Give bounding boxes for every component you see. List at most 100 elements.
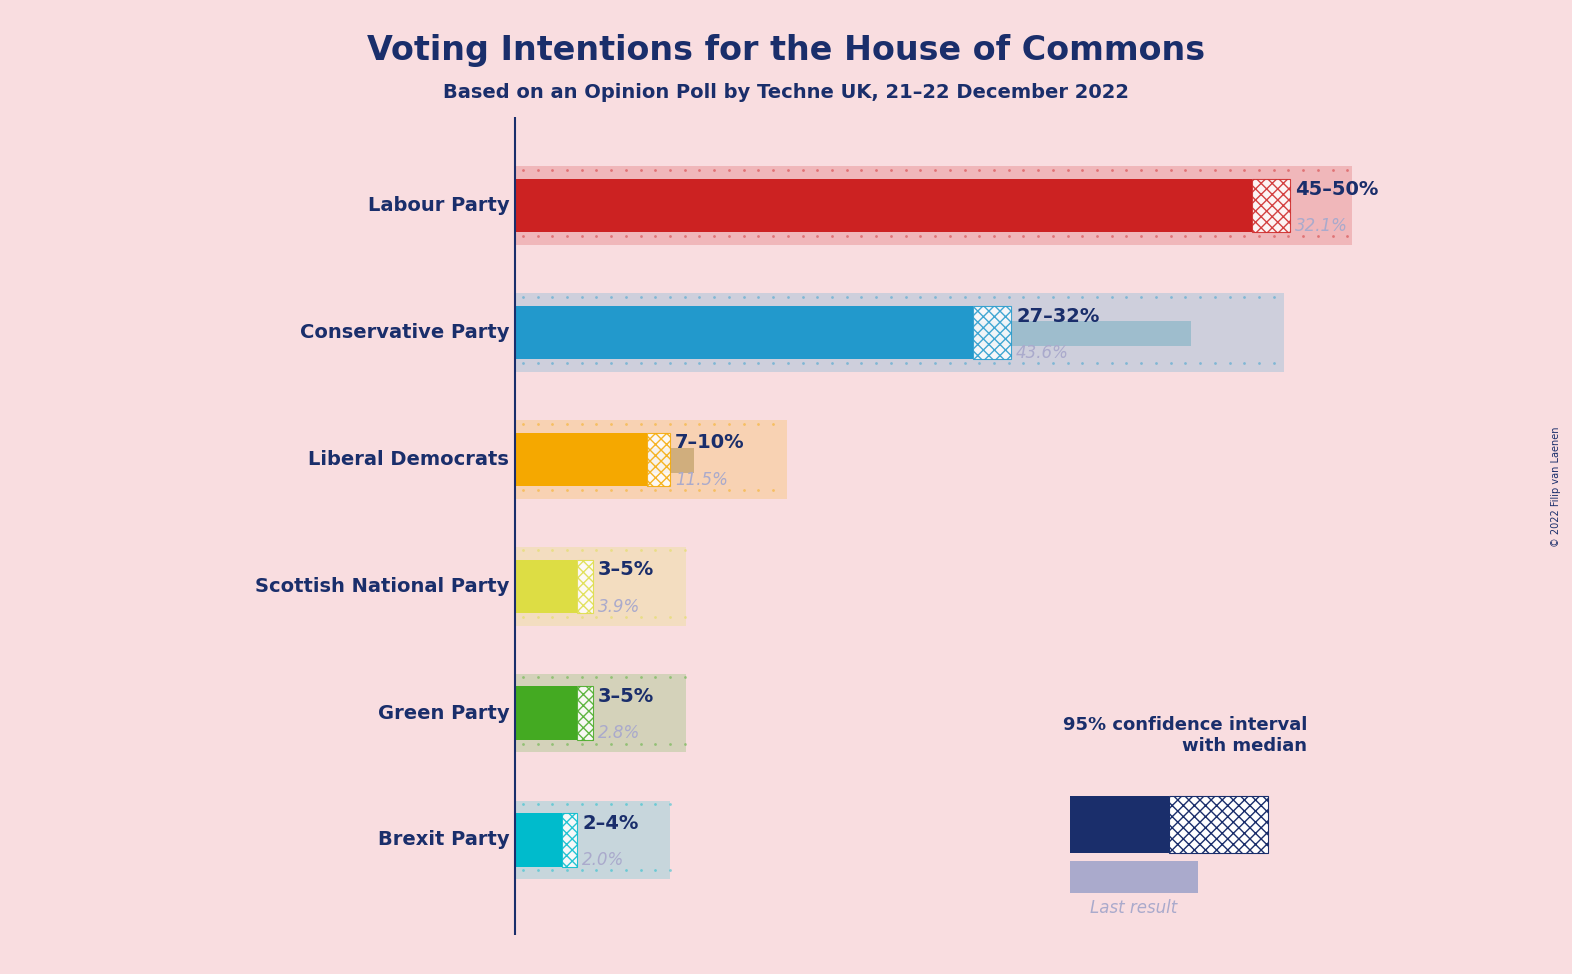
Point	[657, 735, 682, 751]
Point	[1261, 162, 1286, 177]
Point	[849, 162, 874, 177]
Point	[997, 356, 1022, 371]
Point	[583, 543, 608, 558]
Point	[583, 609, 608, 624]
Point	[997, 228, 1022, 244]
Point	[511, 356, 536, 371]
Point	[1025, 162, 1050, 177]
Point	[849, 289, 874, 305]
Point	[1203, 356, 1228, 371]
Point	[511, 735, 536, 751]
Point	[1115, 162, 1140, 177]
Point	[525, 416, 550, 431]
Point	[1143, 162, 1168, 177]
Point	[745, 482, 770, 498]
Text: Conservative Party: Conservative Party	[300, 323, 509, 342]
Point	[717, 482, 742, 498]
Point	[1085, 228, 1110, 244]
Point	[1129, 356, 1154, 371]
Point	[923, 228, 948, 244]
Point	[539, 482, 564, 498]
Point	[1011, 289, 1036, 305]
Text: Scottish National Party: Scottish National Party	[255, 577, 509, 596]
Point	[981, 289, 1006, 305]
Text: 3.9%: 3.9%	[597, 597, 640, 616]
Point	[539, 416, 564, 431]
Point	[613, 735, 638, 751]
Point	[1173, 228, 1198, 244]
Bar	[516, 420, 786, 499]
Point	[1261, 289, 1286, 305]
Point	[657, 228, 682, 244]
Text: Brexit Party: Brexit Party	[377, 831, 509, 849]
Point	[599, 543, 624, 558]
Point	[879, 356, 904, 371]
Point	[627, 416, 654, 431]
Point	[599, 356, 624, 371]
Point	[893, 228, 918, 244]
Point	[761, 162, 786, 177]
Bar	[648, 432, 670, 486]
Point	[613, 543, 638, 558]
Point	[555, 797, 580, 812]
Point	[687, 289, 712, 305]
Point	[613, 162, 638, 177]
Text: 11.5%: 11.5%	[674, 470, 728, 489]
Point	[835, 289, 860, 305]
Point	[731, 356, 756, 371]
Point	[599, 863, 624, 879]
Point	[539, 162, 564, 177]
Point	[643, 289, 668, 305]
Point	[687, 162, 712, 177]
Point	[819, 162, 844, 177]
Point	[569, 356, 594, 371]
Point	[967, 356, 992, 371]
Point	[673, 669, 698, 685]
Point	[627, 735, 654, 751]
Point	[643, 735, 668, 751]
Point	[569, 669, 594, 685]
Point	[701, 289, 726, 305]
Point	[569, 482, 594, 498]
Point	[819, 228, 844, 244]
Text: 3–5%: 3–5%	[597, 560, 654, 580]
Text: © 2022 Filip van Laenen: © 2022 Filip van Laenen	[1552, 427, 1561, 547]
Bar	[1251, 179, 1291, 233]
Point	[1232, 228, 1258, 244]
Point	[863, 228, 888, 244]
Point	[643, 609, 668, 624]
Text: 27–32%: 27–32%	[1016, 307, 1099, 325]
Point	[805, 289, 830, 305]
Point	[1055, 356, 1080, 371]
Bar	[577, 687, 593, 739]
Point	[627, 863, 654, 879]
Point	[539, 356, 564, 371]
Point	[599, 416, 624, 431]
Point	[525, 289, 550, 305]
Point	[835, 162, 860, 177]
Bar	[516, 167, 1352, 245]
Point	[511, 416, 536, 431]
Point	[893, 356, 918, 371]
Point	[1335, 162, 1360, 177]
Point	[643, 797, 668, 812]
Point	[761, 482, 786, 498]
Point	[1041, 356, 1066, 371]
Point	[1217, 162, 1242, 177]
Point	[583, 356, 608, 371]
Point	[613, 797, 638, 812]
Point	[1203, 162, 1228, 177]
Point	[791, 289, 816, 305]
Point	[701, 416, 726, 431]
Point	[627, 543, 654, 558]
Point	[583, 669, 608, 685]
Point	[835, 228, 860, 244]
Point	[511, 669, 536, 685]
Point	[613, 669, 638, 685]
Point	[1203, 228, 1228, 244]
Point	[791, 228, 816, 244]
Point	[555, 543, 580, 558]
Point	[761, 289, 786, 305]
Point	[1143, 289, 1168, 305]
Point	[791, 356, 816, 371]
